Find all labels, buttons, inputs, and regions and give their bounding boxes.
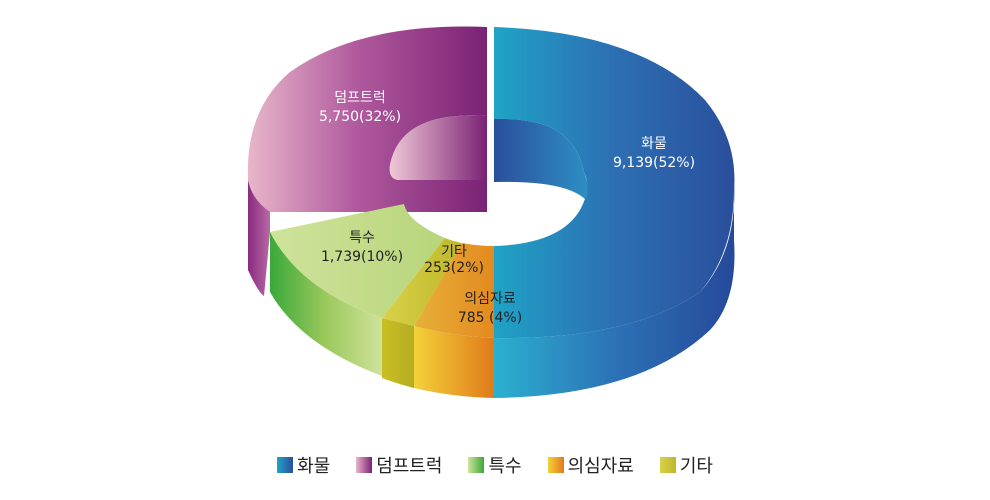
legend-swatch — [356, 457, 373, 473]
data-label-value: 9,139(52%) — [613, 155, 695, 171]
legend-swatch — [547, 457, 564, 473]
data-label-name: 화물 — [641, 136, 667, 152]
slice-special-top — [270, 204, 445, 318]
slice-cargo-hole-wall — [494, 118, 588, 200]
slice-cargo — [494, 27, 735, 398]
slice-special — [270, 204, 445, 376]
legend-label: 의심자료 — [567, 456, 634, 477]
data-label-value: 5,750(32%) — [319, 109, 401, 125]
legend-item: 덤프트럭 — [356, 452, 442, 478]
slice-special-side — [270, 232, 382, 376]
legend-label: 덤프트럭 — [376, 456, 443, 477]
legend-item: 기타 — [659, 452, 713, 478]
legend-item: 특수 — [468, 452, 522, 478]
slice-suspicious-top — [414, 243, 494, 338]
slice-dump-truck-side — [248, 180, 270, 296]
donut-chart: 화물 9,139(52%) 덤프트럭 5,750(32%) 특수 1,739(10%) 의심… — [247, 26, 735, 398]
slice-etc — [382, 238, 462, 388]
slice-dump-truck — [247, 26, 487, 296]
legend-swatch — [468, 457, 485, 473]
legend-item: 의심자료 — [547, 452, 634, 478]
slice-cargo-side — [494, 180, 735, 398]
data-label-value: 785 (4%) — [458, 310, 522, 326]
data-label-name: 의심자료 — [464, 291, 516, 307]
data-label-name: 특수 — [349, 230, 375, 246]
legend-label: 기타 — [679, 456, 713, 477]
slice-etc-top — [382, 238, 462, 326]
legend-swatch — [659, 457, 676, 473]
legend: 화물 덤프트럭 특수 의심자료 기타 — [0, 452, 990, 478]
slice-suspicious-side — [414, 326, 494, 398]
data-label-value: 1,739(10%) — [321, 249, 403, 265]
legend-swatch — [277, 457, 294, 473]
data-label-value: 253(2%) — [424, 260, 484, 276]
slice-etc-side — [382, 318, 414, 388]
slice-suspicious — [414, 243, 494, 398]
data-labels: 화물 9,139(52%) 덤프트럭 5,750(32%) 특수 1,739(10%) 의심… — [319, 90, 695, 326]
legend-item: 화물 — [277, 452, 330, 478]
slice-cargo-top — [494, 27, 735, 339]
data-label-name: 기타 — [441, 244, 467, 260]
legend-label: 화물 — [297, 456, 331, 477]
legend-label: 특수 — [488, 456, 522, 477]
data-label-name: 덤프트럭 — [334, 90, 386, 106]
slice-dump-truck-top — [247, 26, 487, 212]
slice-dump-truck-hole-wall — [389, 115, 487, 180]
